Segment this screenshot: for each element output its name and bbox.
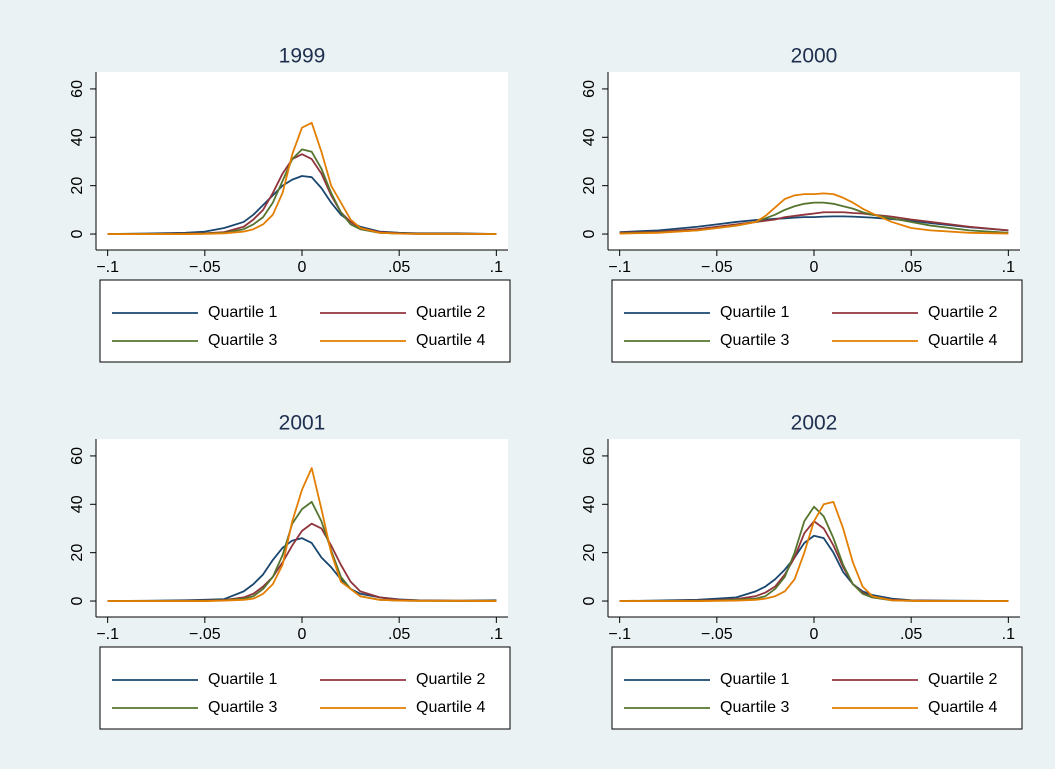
panel-title: 2002 [791,412,838,435]
density-line [107,121,497,235]
legend-label: Quartile 1 [208,671,277,688]
y-tick-label: 40 [581,128,598,146]
y-tick-label: 20 [581,177,598,195]
y-tick-label: 0 [581,229,598,238]
x-tick-label: .1 [1002,626,1015,643]
y-tick-label: 60 [69,447,86,465]
legend-box [99,646,511,730]
y-tick-label: 60 [69,80,86,98]
legend-box [611,279,1023,363]
legend-label: Quartile 2 [416,671,485,688]
density-line [619,211,1009,234]
y-tick-label: 20 [69,177,86,195]
x-tick-label: .05 [388,626,410,643]
y-tick-label: 20 [69,544,86,562]
legend-label: Quartile 1 [720,304,789,321]
panel: 1999 0 20 40 60 −.1 −.05 0 .05 .1 Quartile 1 Quarti… [69,45,511,363]
x-tick-label: −.1 [96,626,119,643]
x-tick-label: −.05 [189,259,221,276]
panel-title: 2000 [791,45,838,68]
x-tick-label: .05 [388,259,410,276]
plot-area [608,439,1020,617]
legend-label: Quartile 2 [928,671,997,688]
x-tick-label: −.1 [608,626,631,643]
legend-label: Quartile 4 [928,332,997,349]
legend-box [99,279,511,363]
y-tick-label: 0 [69,229,86,238]
legend-label: Quartile 2 [928,304,997,321]
y-tick-label: 40 [69,128,86,146]
panel: 2001 0 20 40 60 −.1 −.05 0 .05 .1 Quartile 1 Quarti… [69,412,511,730]
x-tick-label: 0 [298,626,307,643]
density-line [107,467,497,602]
x-tick-label: 0 [298,259,307,276]
y-tick-label: 60 [581,447,598,465]
legend-label: Quartile 3 [208,699,277,716]
plot-area [96,72,508,250]
density-line [619,192,1009,235]
x-tick-label: .05 [900,259,922,276]
legend-box [611,646,1023,730]
legend-label: Quartile 3 [720,699,789,716]
y-tick-label: 0 [69,596,86,605]
legend-label: Quartile 3 [208,332,277,349]
x-tick-label: .1 [1002,259,1015,276]
panel-title: 1999 [279,45,326,68]
plot-area [96,439,508,617]
x-tick-label: −.05 [189,626,221,643]
legend-label: Quartile 4 [416,332,485,349]
density-line [619,500,1009,602]
x-tick-label: −.1 [96,259,119,276]
y-tick-label: 20 [581,544,598,562]
y-tick-label: 0 [581,596,598,605]
x-tick-label: 0 [810,259,819,276]
panel: 2002 0 20 40 60 −.1 −.05 0 .05 .1 Quartile 1 Quarti… [581,412,1023,730]
legend-label: Quartile 4 [416,699,485,716]
panel: 2000 0 20 40 60 −.1 −.05 0 .05 .1 Quartile 1 Quarti… [581,45,1023,363]
x-tick-label: 0 [810,626,819,643]
panel-title: 2001 [279,412,326,435]
x-tick-label: .1 [490,259,503,276]
x-tick-label: .1 [490,626,503,643]
legend-label: Quartile 1 [720,671,789,688]
legend-label: Quartile 3 [720,332,789,349]
y-tick-label: 60 [581,80,598,98]
plot-area [608,72,1020,250]
legend-label: Quartile 4 [928,699,997,716]
x-tick-label: −.1 [608,259,631,276]
x-tick-label: .05 [900,626,922,643]
x-tick-label: −.05 [701,626,733,643]
x-tick-label: −.05 [701,259,733,276]
legend-label: Quartile 1 [208,304,277,321]
y-tick-label: 40 [69,495,86,513]
legend-label: Quartile 2 [416,304,485,321]
y-tick-label: 40 [581,495,598,513]
